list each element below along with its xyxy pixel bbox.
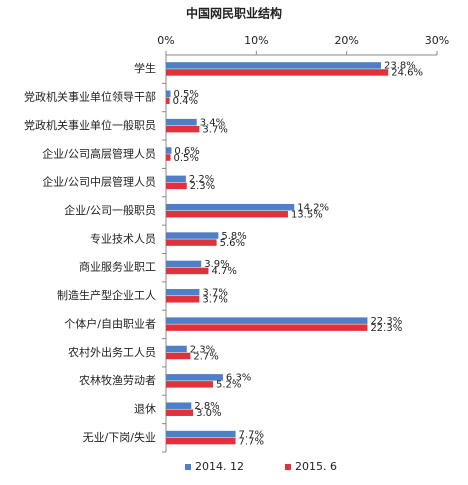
bar: [166, 97, 170, 105]
value-label: 5.6%: [220, 238, 245, 249]
value-label: 13.5%: [291, 209, 323, 220]
y-tick-label: 个体户/自由职业者: [64, 316, 156, 330]
bar: [166, 232, 219, 239]
y-tick-label: 制造生产型企业工人: [57, 288, 156, 302]
value-label: 7.7%: [239, 436, 264, 447]
bar: [166, 147, 172, 154]
legend-swatch: [185, 464, 191, 470]
bar: [166, 239, 217, 246]
y-tick-label: 党政机关事业单位领导干部: [24, 90, 156, 104]
bar: [166, 296, 200, 303]
value-label: 3.9%: [204, 259, 229, 270]
y-tick-label: 企业/公司一般职员: [64, 203, 156, 217]
y-tick-label: 无业/下岗/失业: [83, 431, 156, 444]
value-label: 0.5%: [174, 89, 199, 100]
bar: [166, 118, 197, 126]
value-label: 2.2%: [189, 174, 214, 185]
bar: [166, 154, 171, 161]
value-label: 0.4%: [173, 96, 198, 107]
bar: [166, 289, 200, 296]
value-label: 23.8%: [384, 61, 416, 72]
value-label: 3.4%: [200, 117, 225, 128]
y-tick-label: 专业技术人员: [90, 231, 156, 245]
value-label: 2.3%: [190, 181, 215, 192]
value-label: 22.3%: [370, 316, 402, 327]
bar: [166, 69, 389, 76]
bar: [166, 182, 187, 190]
y-tick-label: 学生: [134, 61, 156, 75]
bar: [166, 90, 171, 98]
y-tick-label: 党政机关事业单位一般职员: [24, 118, 156, 132]
bar: [166, 175, 186, 183]
value-label: 4.7%: [211, 266, 236, 277]
legend-label: 2014. 12: [195, 460, 244, 473]
value-label: 6.3%: [226, 373, 251, 384]
bar: [166, 352, 191, 360]
bar: [166, 345, 187, 353]
y-tick-label: 企业/公司中层管理人员: [42, 175, 156, 189]
bar: [166, 381, 213, 388]
bar: [166, 409, 194, 416]
legend-swatch: [285, 464, 291, 470]
bar: [166, 125, 200, 133]
bar: [166, 402, 192, 409]
y-tick-label: 退休: [134, 402, 156, 415]
value-label: 0.5%: [174, 153, 199, 164]
y-tick-label: 企业/公司高层管理人员: [42, 146, 156, 160]
bar: [166, 437, 236, 445]
x-tick-label: 30%: [425, 34, 449, 47]
x-tick-label: 0%: [157, 34, 174, 47]
bar: [166, 210, 288, 218]
y-tick-label: 农林牧渔劳动者: [79, 373, 156, 387]
bar: [166, 317, 368, 324]
value-label: 3.7%: [202, 288, 227, 299]
bar: [166, 203, 295, 211]
value-label: 24.6%: [391, 68, 423, 79]
value-label: 14.2%: [297, 202, 329, 213]
legend-label: 2015. 6: [295, 460, 337, 473]
value-label: 3.7%: [202, 124, 227, 135]
y-tick-label: 农村外出务工人员: [68, 345, 156, 359]
bar: [166, 374, 223, 381]
value-label: 2.3%: [190, 344, 215, 355]
value-label: 2.8%: [194, 401, 219, 412]
value-label: 7.7%: [239, 429, 264, 440]
bar: [166, 267, 209, 275]
value-label: 0.6%: [174, 146, 199, 157]
bar: [166, 260, 202, 268]
value-label: 5.2%: [216, 380, 241, 391]
bar: [166, 430, 236, 438]
value-label: 2.7%: [193, 351, 218, 362]
value-label: 3.0%: [196, 408, 221, 419]
value-label: 22.3%: [370, 323, 402, 334]
x-tick-label: 10%: [244, 34, 268, 47]
y-tick-label: 商业服务业职工: [79, 260, 156, 274]
chart-title: 中国网民职业结构: [186, 6, 282, 21]
value-label: 3.7%: [202, 295, 227, 306]
bar: [166, 324, 368, 331]
value-label: 5.8%: [221, 231, 246, 242]
x-tick-label: 20%: [334, 34, 358, 47]
bar: [166, 62, 381, 69]
